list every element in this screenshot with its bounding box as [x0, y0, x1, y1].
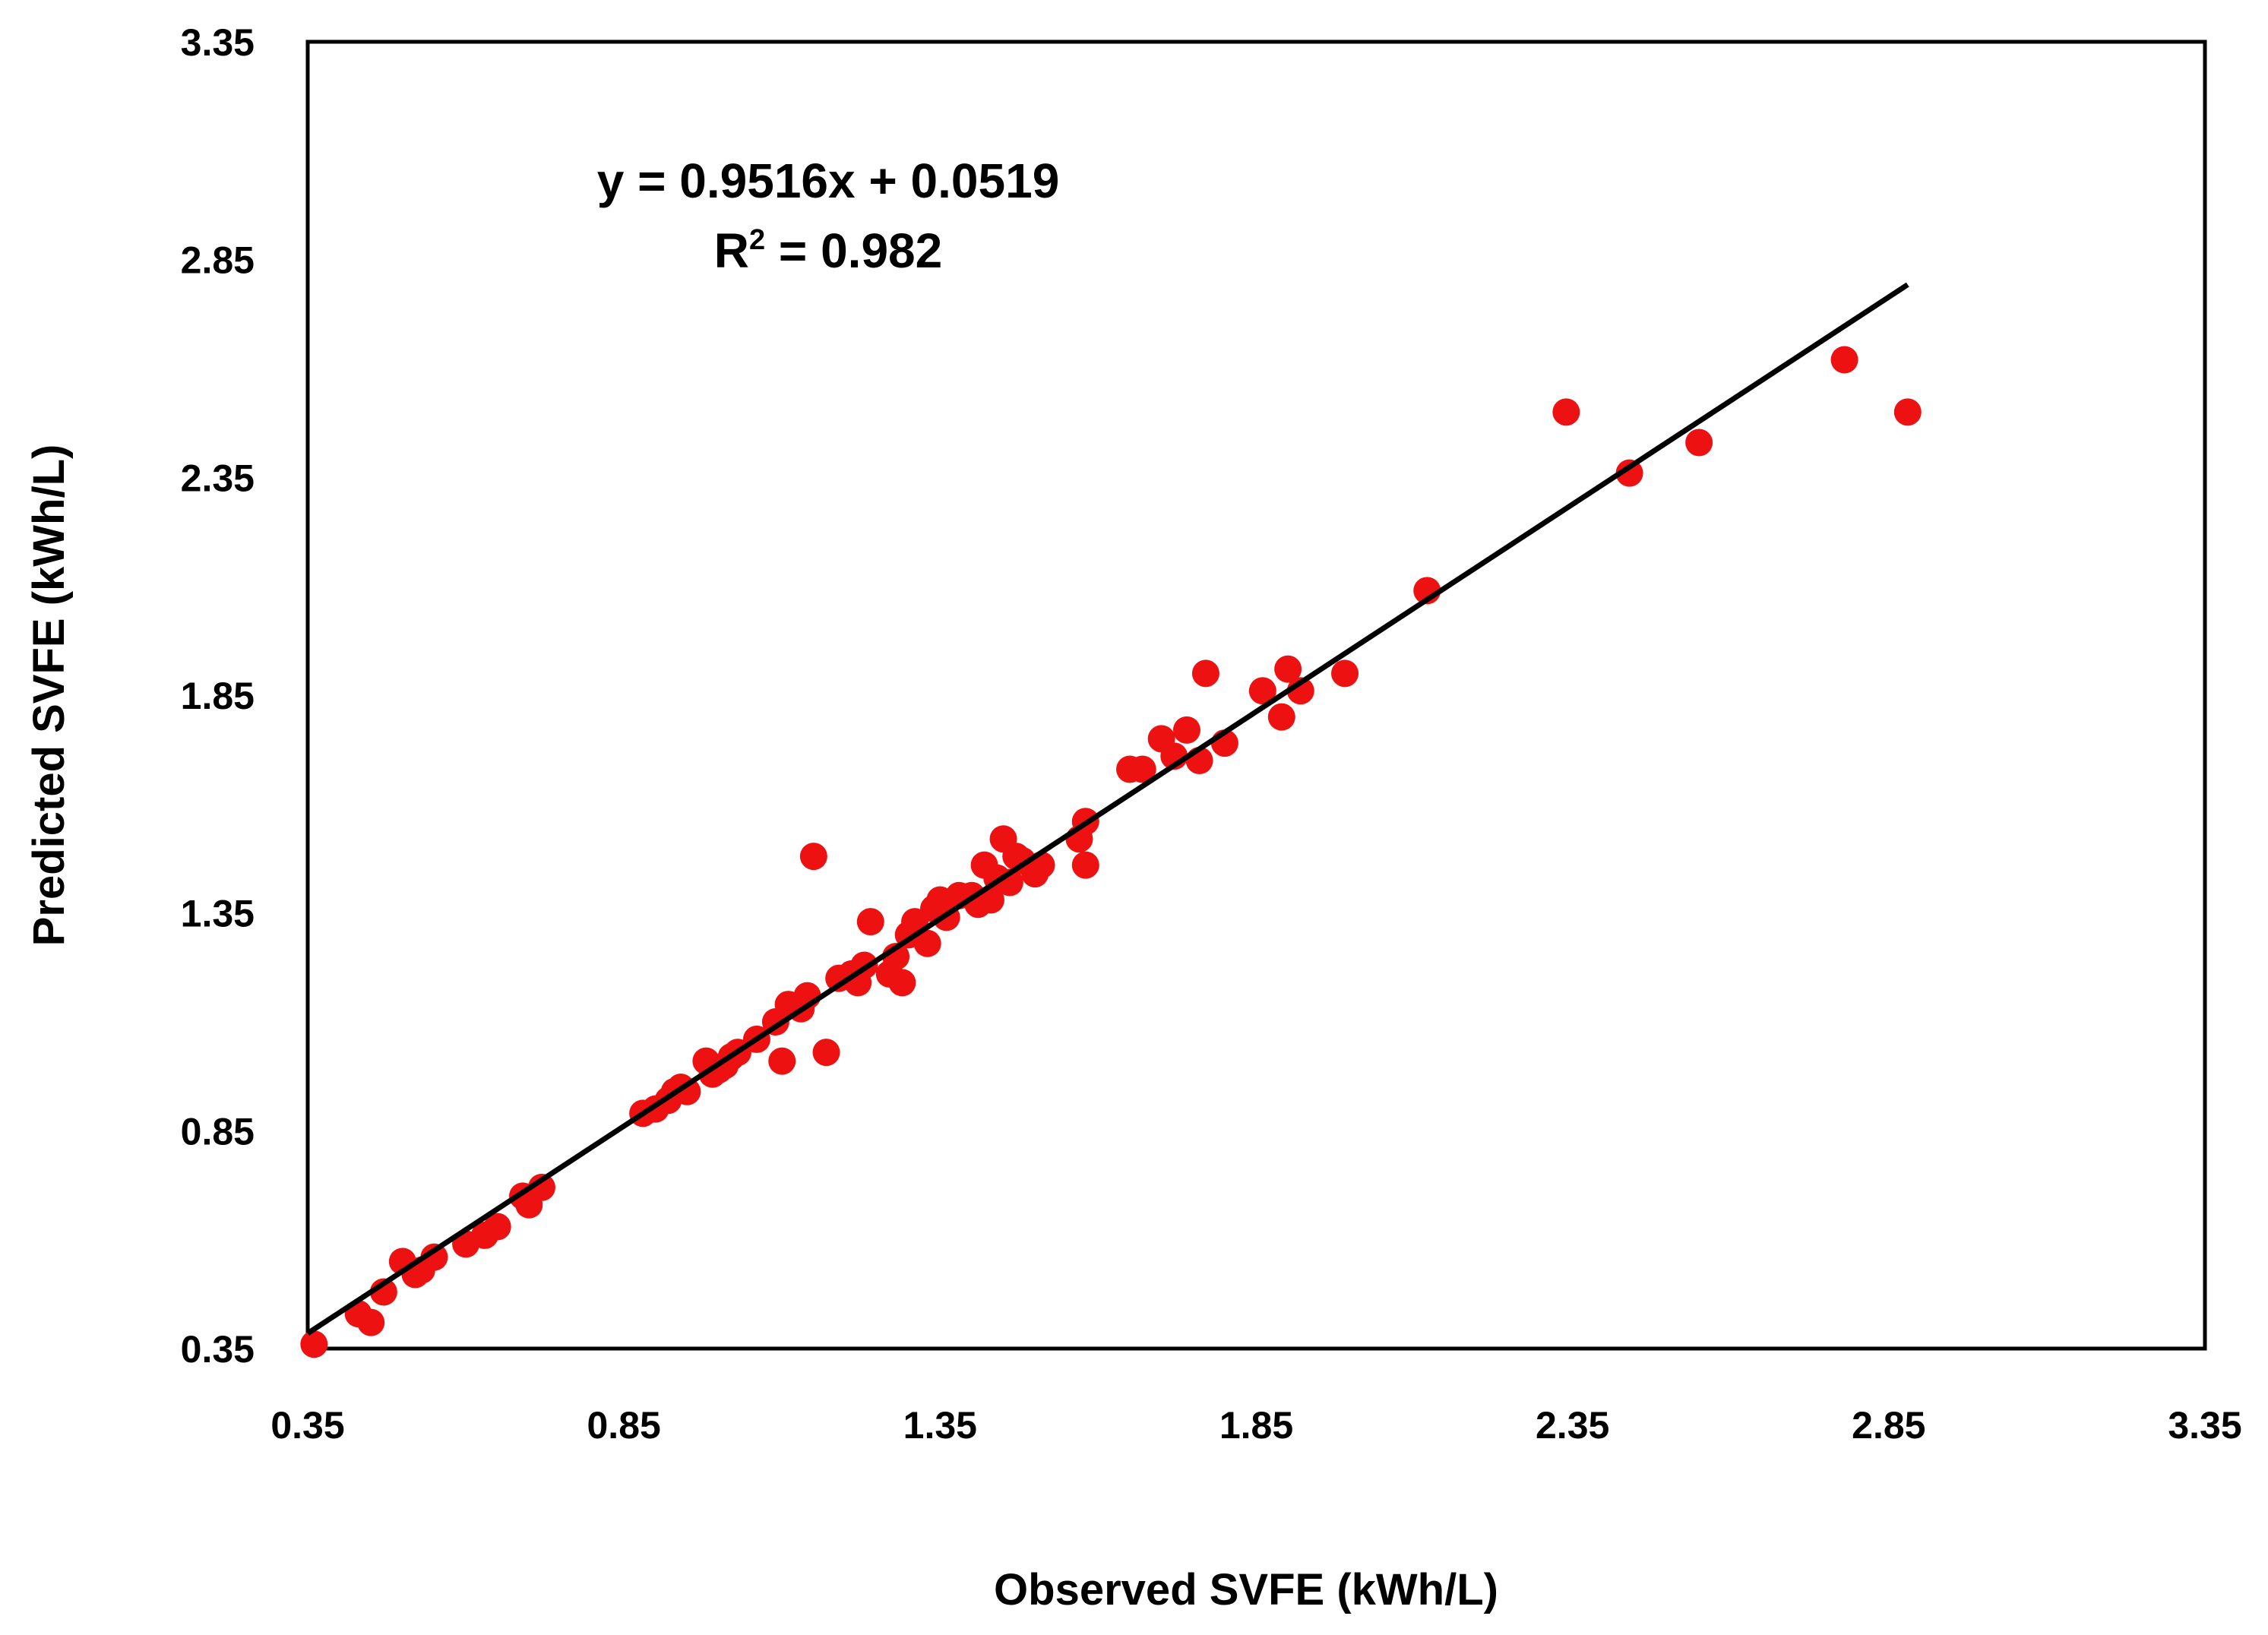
r-squared-label: R2 = 0.982 [714, 223, 942, 278]
data-point [300, 1330, 328, 1358]
data-point [1248, 677, 1276, 705]
x-axis-ticks: 0.35 0.85 1.35 1.85 2.35 2.85 3.35 [270, 1404, 2241, 1447]
data-point [673, 1077, 701, 1105]
y-axis-title: Predicted SVFE (kWh/L) [24, 444, 74, 947]
y-tick-label: 1.35 [181, 893, 255, 935]
data-point [483, 1213, 511, 1241]
data-point [1331, 659, 1359, 688]
y-tick-label: 0.85 [181, 1110, 255, 1153]
data-point [768, 1047, 796, 1075]
x-axis-title: Observed SVFE (kWh/L) [994, 1565, 1498, 1614]
data-point [1128, 755, 1156, 783]
trendline-equation: y = 0.9516x + 0.0519 [597, 153, 1060, 208]
x-tick-label: 0.85 [587, 1404, 661, 1447]
data-point [527, 1173, 555, 1201]
x-tick-label: 1.35 [903, 1404, 977, 1447]
data-point [1172, 716, 1200, 744]
data-point [1552, 398, 1580, 426]
y-tick-label: 2.85 [181, 239, 255, 282]
data-point [913, 929, 941, 957]
data-point [1191, 659, 1219, 688]
r-squared-value: = 0.982 [765, 223, 942, 278]
y-tick-label: 3.35 [181, 21, 255, 64]
data-point [812, 1039, 840, 1067]
data-point [856, 908, 884, 936]
y-tick-label: 1.85 [181, 675, 255, 717]
r-squared-prefix: R [714, 223, 749, 278]
r-squared-superscript: 2 [749, 224, 765, 256]
data-point [1615, 459, 1643, 487]
x-tick-label: 1.85 [1219, 1404, 1293, 1447]
data-point [799, 843, 827, 871]
data-point [420, 1243, 448, 1271]
data-point [1685, 429, 1713, 457]
data-point [357, 1308, 385, 1336]
data-point [888, 969, 916, 997]
y-axis-ticks: 0.35 0.85 1.35 1.85 2.35 2.85 3.35 [181, 21, 255, 1371]
data-point [1830, 346, 1858, 374]
y-tick-label: 0.35 [181, 1328, 255, 1371]
x-tick-label: 2.35 [1536, 1404, 1609, 1447]
x-tick-label: 2.85 [1852, 1404, 1925, 1447]
x-tick-label: 3.35 [2168, 1404, 2241, 1447]
data-point [1274, 655, 1302, 683]
trendline [306, 282, 1909, 1336]
y-tick-label: 2.35 [181, 457, 255, 499]
data-point [1267, 703, 1295, 731]
x-tick-label: 0.35 [270, 1404, 344, 1447]
trendline-layer [306, 282, 1909, 1336]
data-point [1071, 851, 1099, 879]
data-point [1893, 398, 1922, 426]
